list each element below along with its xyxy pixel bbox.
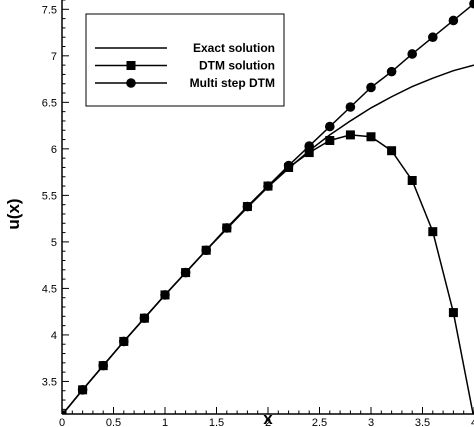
data-point-circle — [160, 290, 170, 300]
data-point-circle — [139, 313, 150, 323]
y-tick-label: 7.5 — [42, 4, 57, 16]
data-point-square — [407, 175, 417, 185]
series-exact-solution — [62, 64, 474, 414]
data-point-square — [325, 135, 335, 145]
legend-item: Exact solution — [95, 41, 275, 55]
legend: Exact solution DTM solution Multi step DTM — [85, 13, 285, 107]
legend-label: DTM solution — [199, 59, 275, 73]
x-tick-label: 3.5 — [415, 417, 430, 427]
y-tick-label: 3.5 — [42, 376, 57, 388]
y-tick-label: 4.5 — [42, 283, 57, 295]
x-tick-label: 2.5 — [312, 417, 327, 427]
x-tick-label: 4 — [471, 417, 474, 427]
data-point-circle — [180, 267, 191, 278]
data-point-circle — [304, 141, 315, 151]
x-tick-label: 0.5 — [106, 417, 121, 427]
y-tick-label: 6 — [51, 144, 57, 156]
data-point-circle — [366, 82, 376, 93]
y-tick-label: 7 — [51, 51, 57, 63]
data-point-square — [366, 132, 376, 142]
y-axis-title: u(x) — [4, 198, 23, 229]
data-point-circle — [263, 181, 273, 191]
series-multi-step-dtm — [62, 0, 474, 414]
data-point-circle — [119, 336, 129, 347]
legend-label: Multi step DTM — [190, 76, 275, 90]
data-point-circle — [325, 121, 335, 132]
legend-item: Multi step DTM — [95, 76, 275, 90]
series-dtm-solution — [62, 130, 474, 414]
x-axis-title: x — [263, 409, 273, 427]
legend-item: DTM solution — [95, 59, 275, 73]
data-point-circle — [77, 385, 88, 395]
data-point-circle — [469, 0, 474, 9]
legend-circle-marker — [126, 78, 136, 88]
y-tick-label: 5 — [51, 237, 57, 249]
y-tick-label: 5.5 — [42, 190, 57, 202]
data-point-circle — [386, 66, 397, 77]
x-tick-label: 1.5 — [209, 417, 224, 427]
data-point-square — [448, 308, 458, 318]
y-tick-label: 6.5 — [42, 97, 57, 109]
data-point-circle — [407, 49, 418, 59]
series-layer — [62, 0, 474, 414]
data-point-circle — [242, 201, 253, 212]
data-point-square — [345, 130, 355, 140]
data-point-circle — [428, 32, 438, 43]
legend-box — [85, 13, 285, 107]
data-point-circle — [62, 410, 67, 414]
data-point-circle — [201, 245, 211, 256]
data-point-circle — [98, 360, 108, 371]
data-point-square — [304, 148, 314, 158]
ticks: 0 0.5 1 1.5 2 2.5 3 3.5 4 3.5 4 4.5 5 5.5 6 6.5 7 7.5 — [42, 0, 474, 427]
legend-square-marker — [126, 61, 136, 70]
data-point-circle — [222, 223, 232, 233]
x-tick-label: 2 — [265, 417, 271, 427]
x-tick-label: 1 — [162, 417, 168, 427]
legend-label: Exact solution — [193, 41, 275, 55]
x-tick-label: 3 — [368, 417, 374, 427]
data-point-circle — [283, 160, 294, 171]
data-point-circle — [448, 15, 459, 26]
data-point-square — [387, 146, 397, 156]
data-point-circle — [345, 102, 356, 112]
y-tick-label: 4 — [51, 330, 57, 342]
series-line — [62, 64, 474, 414]
x-tick-label: 0 — [59, 417, 65, 427]
data-point-square — [428, 227, 438, 237]
